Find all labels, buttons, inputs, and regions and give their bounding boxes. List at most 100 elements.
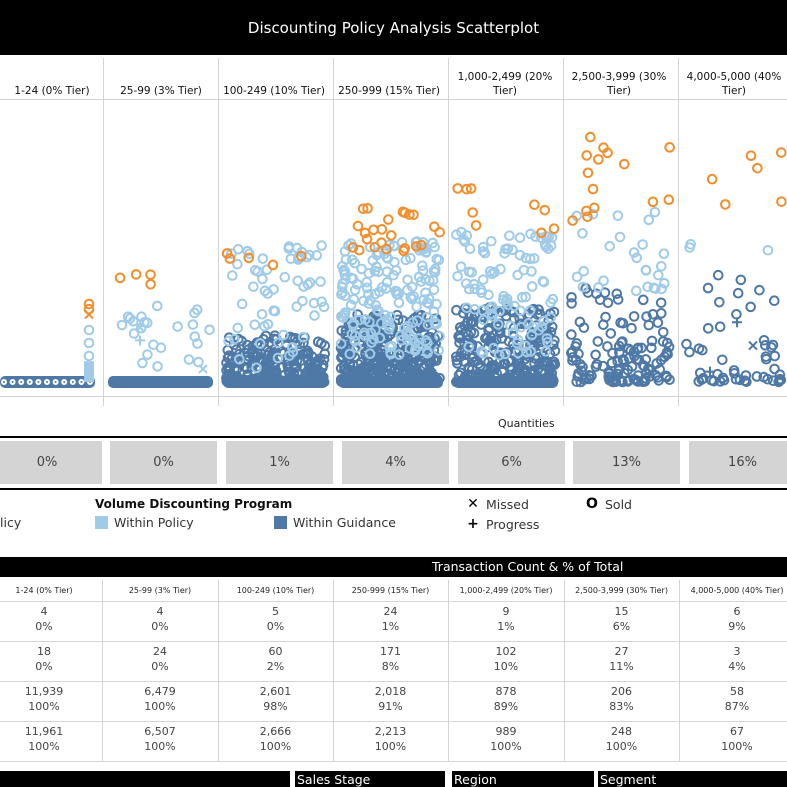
- sold-mark: [434, 226, 445, 238]
- sold-mark: [617, 317, 629, 329]
- table-cell: 60 2%: [218, 644, 333, 674]
- progress-mark: [705, 366, 715, 377]
- sold-mark: [585, 131, 596, 143]
- sold-mark: [78, 379, 85, 385]
- sold-mark: [26, 379, 33, 385]
- table-cell: 67 100%: [679, 724, 787, 754]
- sold-mark: [249, 319, 261, 330]
- cell-count: 60: [268, 645, 283, 658]
- sold-mark: [251, 362, 262, 374]
- sold-mark: [477, 241, 489, 253]
- sold-mark: [514, 249, 526, 261]
- sold-mark: [1, 379, 7, 385]
- sold-mark: [603, 366, 614, 378]
- cell-percent: 8%: [381, 660, 400, 673]
- table-cell: 2,666 100%: [218, 724, 333, 754]
- legend-item-within-guidance[interactable]: Within Guidance: [274, 515, 396, 530]
- sold-mark: [262, 319, 274, 330]
- sold-mark: [410, 241, 422, 252]
- cell-percent: 0%: [151, 660, 169, 673]
- filter-segment[interactable]: Segment: [598, 771, 787, 787]
- sold-mark: [408, 291, 419, 302]
- filter-sales-stage[interactable]: Sales Stage: [295, 771, 445, 787]
- dashboard-title-bar: Discounting Policy Analysis Scatterplot: [0, 0, 787, 55]
- progress-mark: [732, 317, 742, 328]
- legend-item-sold[interactable]: O Sold: [585, 496, 632, 512]
- sold-mark: [359, 330, 370, 341]
- cell-count: 24: [383, 605, 398, 618]
- pct-box: 13%: [573, 441, 680, 484]
- filter-region[interactable]: Region: [452, 771, 594, 787]
- sold-mark: [335, 338, 347, 349]
- sold-mark: [284, 331, 296, 343]
- legend-item-outside-policy[interactable]: licy: [0, 515, 21, 530]
- sold-mark: [52, 379, 59, 385]
- sold-mark: [376, 224, 388, 235]
- within-policy-stack: [84, 361, 94, 382]
- sold-mark: [567, 215, 578, 226]
- sold-mark: [640, 354, 652, 365]
- legend-item-within-policy[interactable]: Within Policy: [95, 515, 194, 530]
- pct-box: 4%: [342, 441, 449, 484]
- sold-mark: [18, 379, 25, 385]
- sold-mark: [276, 375, 288, 387]
- within-guidance-dense-band: [0, 376, 95, 388]
- sold-mark: [597, 360, 609, 372]
- sold-mark: [303, 359, 315, 371]
- column-header-line: 25-99 (3% Tier): [120, 85, 202, 97]
- sold-mark: [477, 246, 489, 257]
- within-policy-swatch: [95, 516, 108, 529]
- sold-mark: [487, 311, 498, 322]
- sold-mark: [428, 284, 440, 295]
- table-row-divider: [0, 681, 787, 682]
- sold-mark: [297, 295, 308, 307]
- cell-percent: 0%: [35, 620, 53, 633]
- column-header-line: Tier): [722, 85, 746, 97]
- sold-mark: [406, 281, 418, 293]
- sold-mark: [663, 194, 675, 206]
- cell-count: 6,479: [144, 685, 176, 698]
- legend-item-missed[interactable]: ✕ Missed: [466, 496, 529, 512]
- sold-mark: [374, 332, 386, 344]
- sold-mark: [494, 325, 506, 337]
- sold-mark: [428, 265, 440, 277]
- sold-mark: [526, 266, 537, 277]
- pct-box: 16%: [689, 441, 787, 484]
- sold-mark: [530, 376, 542, 388]
- legend-label-progress: Progress: [486, 516, 540, 532]
- sold-mark: [292, 275, 304, 287]
- sold-mark: [493, 349, 505, 361]
- sold-mark: [631, 252, 643, 264]
- sold-mark: [388, 269, 399, 281]
- sold-mark: [477, 347, 489, 359]
- sold-mark: [257, 253, 269, 264]
- sold-mark: [308, 297, 320, 309]
- sold-mark: [486, 235, 497, 247]
- table-column-header: 1,000-2,499 (20% Tier): [459, 586, 553, 595]
- sold-mark: [582, 211, 593, 223]
- cell-count: 5: [272, 605, 279, 618]
- table-column-divider: [564, 580, 565, 761]
- legend-item-progress[interactable]: + Progress: [466, 516, 539, 532]
- sold-mark: [775, 147, 787, 158]
- sold-mark: [495, 263, 506, 275]
- pct-box: 6%: [458, 441, 565, 484]
- sold-mark: [512, 347, 524, 359]
- sold-mark: [396, 335, 407, 346]
- sold-mark: [367, 255, 379, 266]
- sold-mark: [463, 341, 475, 353]
- sold-mark: [193, 356, 204, 368]
- sold-mark: [315, 276, 326, 287]
- legend-label-outside-policy: licy: [0, 515, 22, 530]
- table-cell: 2,601 98%: [218, 684, 333, 714]
- column-separator: [448, 58, 449, 406]
- column-header-line: Tier): [607, 85, 631, 97]
- sold-mark: [379, 357, 391, 369]
- sold-mark: [191, 304, 203, 316]
- sold-mark: [384, 341, 396, 353]
- sold-mark: [528, 366, 540, 378]
- sold-mark: [663, 341, 675, 353]
- sold-mark: [512, 334, 524, 346]
- sold-mark: [607, 347, 618, 359]
- filter-blank[interactable]: [0, 771, 290, 787]
